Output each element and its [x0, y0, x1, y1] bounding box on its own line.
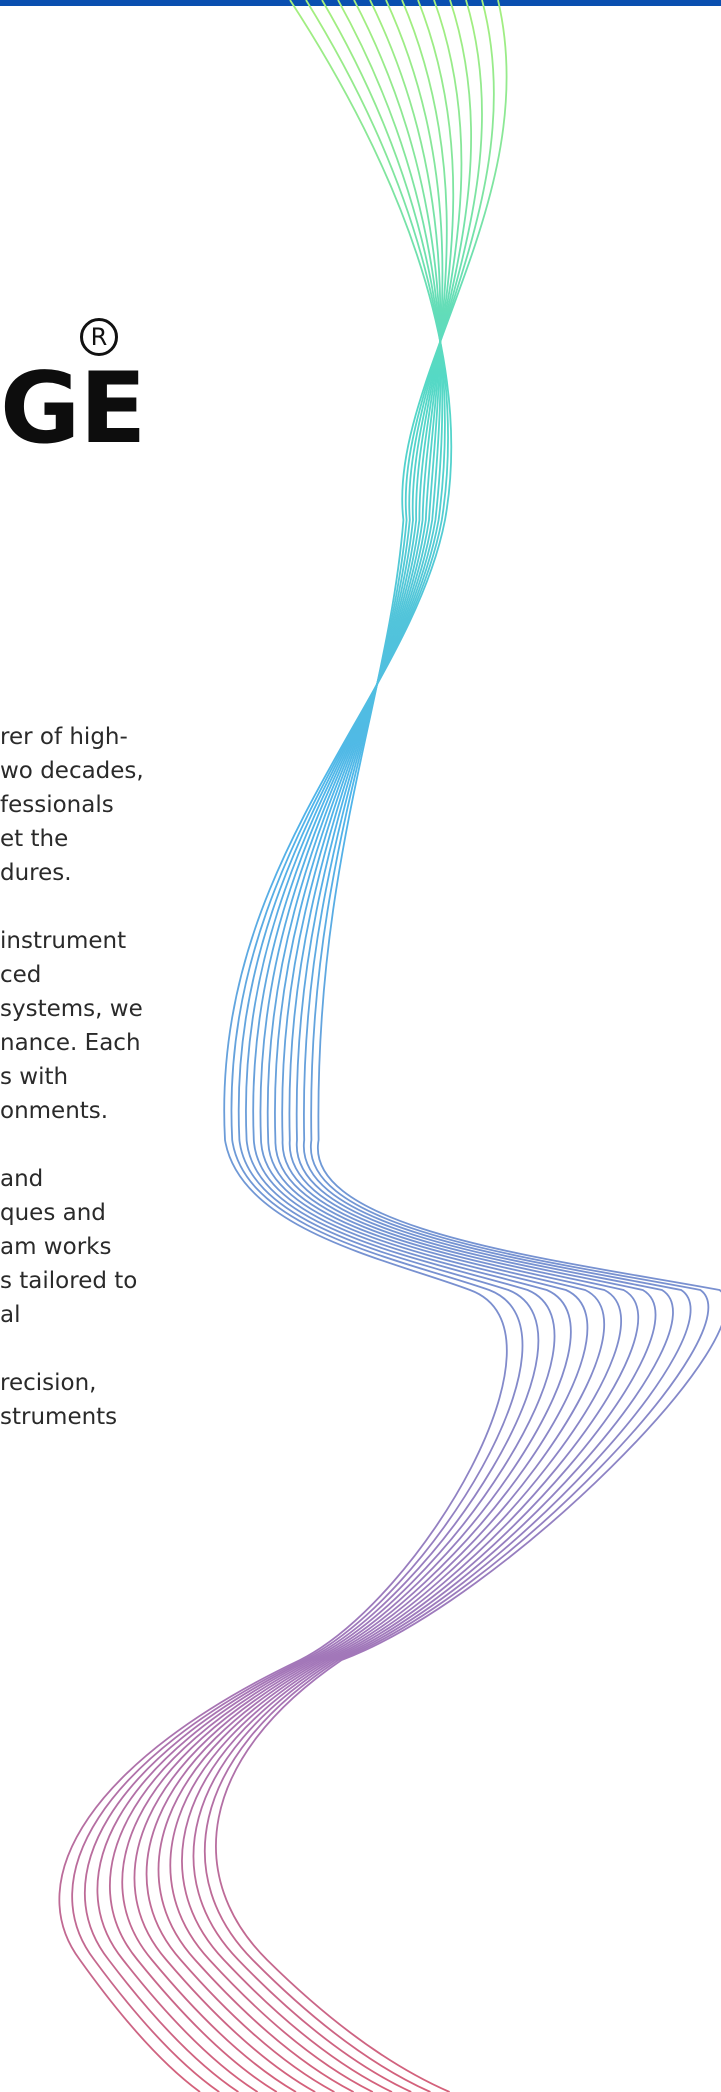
- wave-line: [121, 0, 589, 2092]
- wave-line: [71, 0, 524, 2092]
- wave-line: [169, 0, 657, 2092]
- top-accent-bar: [0, 0, 721, 6]
- wave-line: [84, 0, 540, 2092]
- wave-line: [203, 0, 710, 2092]
- intro-paragraph-3: and ques and am works s tailored to al: [0, 1166, 138, 1328]
- wave-line: [192, 0, 692, 2092]
- wave-line: [157, 0, 639, 2092]
- wave-line: [108, 0, 572, 2092]
- wave-line: [181, 0, 674, 2092]
- intro-paragraph-2: instrument ced systems, we nance. Each s wit…: [0, 928, 143, 1124]
- registered-mark-icon: R: [80, 318, 118, 356]
- wave-line: [145, 0, 622, 2092]
- intro-paragraph-1: rer of high-wo decades, fessionals et the d…: [0, 724, 144, 886]
- wave-line: [58, 0, 508, 2092]
- wave-line: [96, 0, 556, 2092]
- wave-line: [215, 0, 721, 2092]
- intro-text: rer of high-wo decades, fessionals et the d…: [0, 720, 172, 1468]
- brand-logo-text: GE: [0, 352, 146, 466]
- wave-line: [133, 0, 606, 2092]
- intro-paragraph-4: recision, struments: [0, 1370, 118, 1430]
